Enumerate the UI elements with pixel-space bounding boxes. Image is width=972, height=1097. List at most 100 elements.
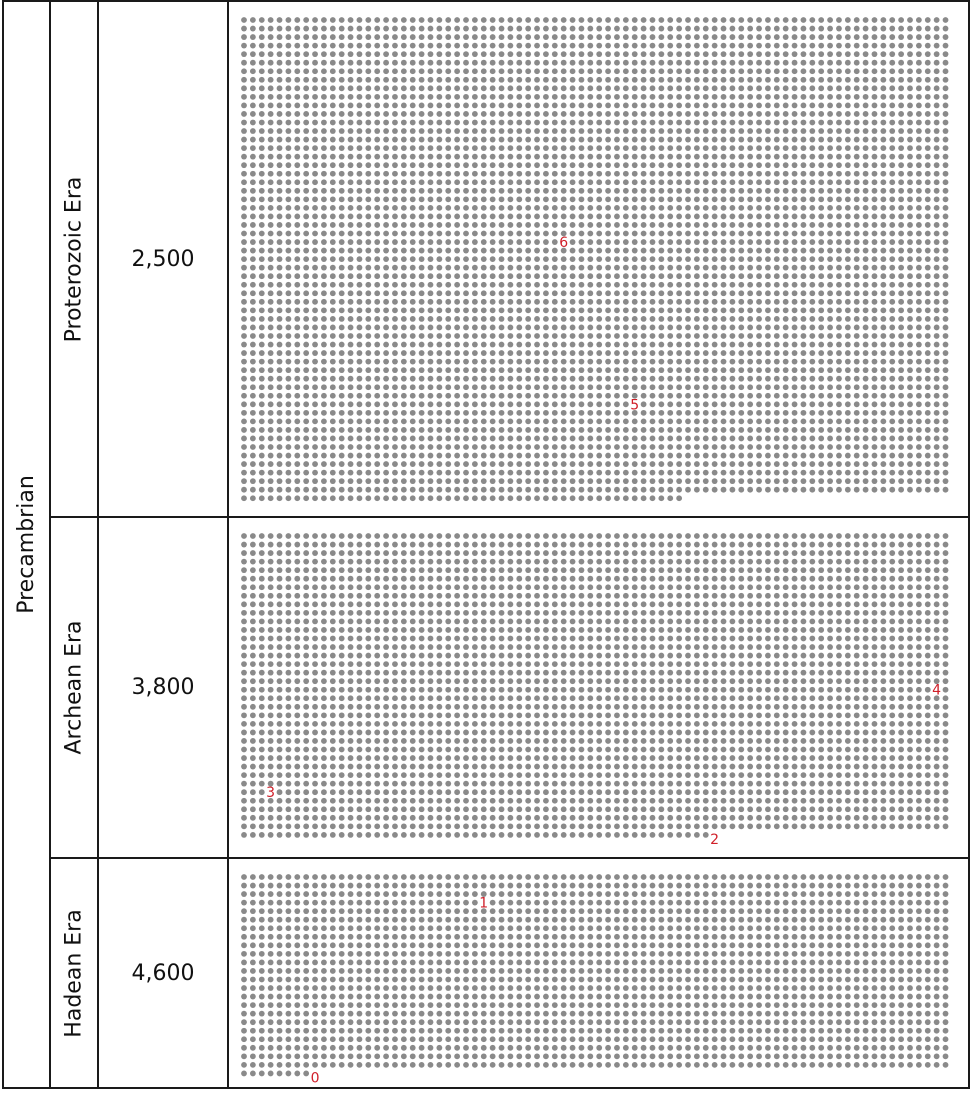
dot	[471, 264, 478, 271]
dot	[436, 76, 443, 83]
dot	[773, 42, 780, 49]
dot	[693, 281, 700, 288]
dot	[720, 68, 727, 75]
dot	[711, 102, 718, 109]
dot	[356, 324, 363, 331]
dot	[578, 427, 585, 433]
dot	[915, 452, 922, 459]
dot	[507, 59, 514, 66]
dot	[418, 273, 425, 280]
dot	[454, 42, 461, 49]
dot	[942, 541, 949, 548]
dot	[702, 17, 709, 23]
dot	[836, 119, 842, 126]
dot	[267, 469, 274, 476]
dot	[693, 427, 700, 433]
dot	[667, 486, 674, 493]
dot	[241, 418, 247, 425]
dot	[729, 34, 736, 40]
dot	[631, 247, 638, 254]
dot	[241, 76, 247, 83]
dot	[844, 461, 851, 467]
dot	[418, 281, 425, 288]
dot	[356, 452, 363, 459]
dot	[578, 290, 585, 297]
dot	[765, 384, 771, 391]
dot	[312, 42, 318, 49]
dot	[631, 486, 638, 493]
dot	[605, 418, 611, 425]
dot	[560, 264, 567, 271]
dot	[365, 222, 372, 228]
dot	[898, 427, 905, 433]
dot	[800, 384, 807, 391]
dot	[356, 196, 363, 203]
dot	[818, 42, 825, 49]
dot	[303, 273, 310, 280]
dot	[498, 25, 505, 32]
dot	[685, 17, 691, 23]
dot	[356, 567, 363, 574]
dot	[765, 76, 771, 83]
dot	[844, 85, 851, 92]
dot	[489, 111, 496, 117]
dot	[383, 17, 389, 23]
dot	[853, 76, 860, 83]
dot	[534, 367, 540, 374]
dot	[543, 247, 549, 254]
dot	[409, 324, 416, 331]
dot	[871, 119, 878, 126]
dot	[871, 486, 878, 493]
dot	[915, 281, 922, 288]
dot	[294, 435, 301, 442]
dot	[365, 392, 372, 399]
dot	[818, 128, 825, 134]
dot	[454, 247, 461, 254]
dot	[844, 444, 851, 450]
dot	[400, 290, 407, 297]
dot	[818, 196, 825, 203]
dot	[267, 153, 274, 160]
dot	[249, 435, 256, 442]
dot	[409, 264, 416, 271]
dot	[489, 469, 496, 476]
dot	[924, 247, 931, 254]
dot	[596, 486, 603, 493]
dot	[800, 111, 807, 117]
dot	[365, 179, 372, 186]
dot	[667, 153, 674, 160]
dot	[569, 170, 576, 177]
dot	[356, 128, 363, 134]
dot	[534, 204, 540, 211]
dot	[933, 256, 940, 263]
dot	[587, 230, 594, 237]
dot	[356, 375, 363, 382]
dot	[365, 461, 372, 467]
dot	[747, 307, 754, 314]
dot	[685, 575, 691, 582]
dot	[933, 384, 940, 391]
dot	[454, 290, 461, 297]
dot	[827, 541, 833, 548]
dot	[400, 264, 407, 271]
dot	[400, 93, 407, 100]
dot	[436, 486, 443, 493]
dot	[898, 196, 905, 203]
dot	[622, 350, 629, 356]
dot	[720, 17, 727, 23]
dot	[631, 256, 638, 263]
dot	[711, 162, 718, 169]
dot	[942, 461, 949, 467]
dot	[915, 558, 922, 565]
dot	[480, 550, 487, 556]
dot	[782, 76, 789, 83]
dot	[400, 350, 407, 356]
dot	[294, 153, 301, 160]
dot	[844, 179, 851, 186]
dot	[729, 247, 736, 254]
dot	[445, 478, 452, 485]
dot	[738, 541, 745, 548]
dot	[347, 25, 354, 32]
dot	[693, 128, 700, 134]
dot	[693, 273, 700, 280]
